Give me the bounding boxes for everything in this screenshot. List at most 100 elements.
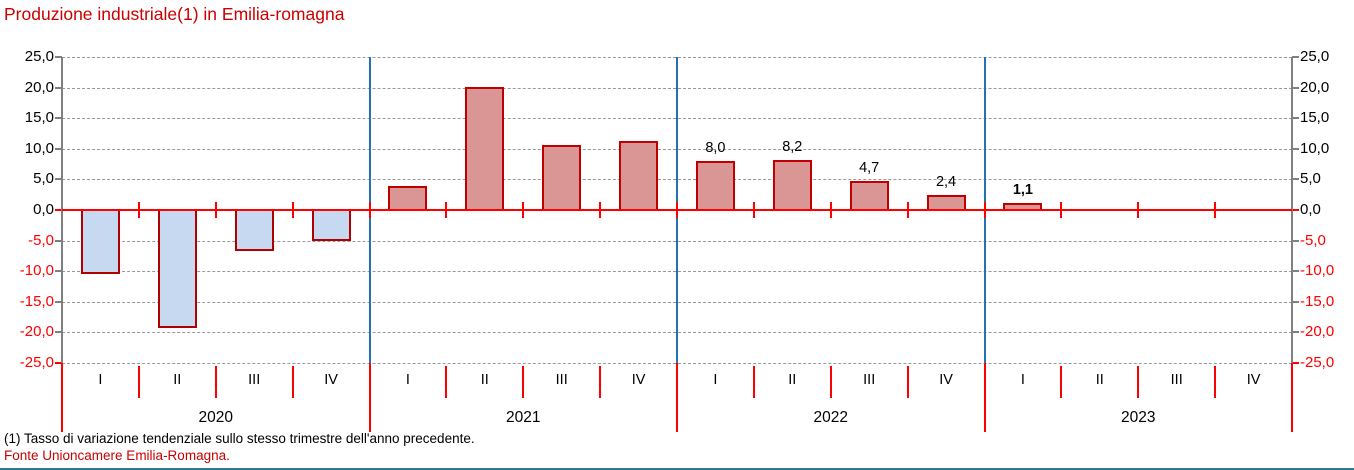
y-tick-label-left: 20,0 — [24, 78, 54, 96]
bar — [695, 161, 735, 211]
bar — [619, 140, 659, 211]
y-tick-label-right: -10,0 — [1300, 262, 1335, 280]
quarter-separator-tick — [522, 366, 525, 398]
bar — [772, 159, 812, 211]
quarter-separator-tick — [1214, 366, 1217, 398]
bar — [849, 181, 889, 211]
quarter-separator-tick — [137, 366, 140, 398]
quarter-separator-tick — [906, 366, 909, 398]
quarter-label: IV — [1246, 372, 1261, 388]
source-line: Fonte Unioncamere Emilia-Romagna. — [4, 448, 230, 463]
right-axis-tick — [1292, 117, 1299, 120]
quarter-label: III — [1170, 372, 1183, 388]
quarter-label: II — [788, 372, 797, 388]
y-tick-label-right: 15,0 — [1300, 109, 1330, 127]
quarter-separator-tick — [291, 366, 294, 398]
bar — [311, 209, 351, 241]
y-tick-label-right: 0,0 — [1300, 201, 1321, 218]
left-axis-tick — [55, 56, 62, 58]
left-axis-tick — [55, 117, 62, 120]
quarter-label: II — [1095, 372, 1104, 388]
y-tick-label-left: 5,0 — [33, 170, 54, 188]
right-axis-tick — [1292, 270, 1299, 273]
y-tick-label-left: 10,0 — [24, 139, 54, 157]
bar-value-label: 4,7 — [859, 160, 880, 177]
year-label: 2022 — [813, 409, 848, 426]
y-tick-label-left: -25,0 — [19, 354, 54, 371]
quarter-separator-tick — [1060, 366, 1063, 398]
right-axis-tick — [1292, 178, 1299, 181]
quarter-label: III — [555, 372, 568, 388]
bar — [157, 209, 197, 329]
bar — [388, 186, 428, 211]
y-tick-label-right: -15,0 — [1300, 292, 1335, 310]
left-axis-tick — [55, 209, 62, 211]
right-axis-tick — [1292, 300, 1299, 303]
zero-line — [62, 209, 1292, 211]
bottom-border-line — [0, 468, 1354, 470]
y-tick-label-left: 15,0 — [24, 109, 54, 127]
left-axis-tick — [55, 178, 62, 181]
right-axis-line — [1291, 57, 1293, 363]
left-axis-tick — [55, 239, 62, 242]
y-tick-label-right: 5,0 — [1300, 170, 1321, 188]
bar — [465, 86, 505, 211]
y-tick-label-right: 20,0 — [1300, 78, 1330, 96]
y-tick-label-right: 10,0 — [1300, 139, 1330, 157]
bar-value-label: 8,2 — [782, 138, 803, 155]
quarter-label: IV — [324, 372, 338, 388]
bar-value-label: 2,4 — [935, 174, 957, 191]
y-tick-label-left: -5,0 — [28, 231, 54, 249]
quarter-label: IV — [939, 372, 953, 388]
right-axis-tick — [1292, 239, 1299, 242]
right-axis-tick — [1292, 147, 1299, 150]
left-axis-tick — [55, 270, 62, 273]
chart-title: Produzione industriale(1) in Emilia-roma… — [4, 4, 345, 24]
year-separator-red-line — [983, 363, 986, 432]
quarter-label: I — [713, 372, 718, 388]
quarter-label: III — [248, 372, 261, 388]
quarter-separator-tick — [599, 366, 602, 398]
quarter-label: IV — [631, 372, 646, 388]
bar-value-label: 1,1 — [1012, 182, 1034, 199]
quarter-label: I — [98, 372, 103, 388]
y-tick-label-left: -15,0 — [19, 292, 54, 310]
right-axis-tick — [1292, 362, 1299, 364]
left-axis-tick — [55, 147, 62, 150]
quarter-label: II — [480, 372, 489, 388]
quarter-label: III — [863, 372, 876, 388]
y-tick-label-left: 0,0 — [33, 201, 54, 218]
year-label: 2023 — [1121, 409, 1156, 426]
y-tick-label-right: 25,0 — [1300, 48, 1330, 65]
quarter-label: II — [173, 372, 182, 388]
year-separator-red-line — [676, 363, 678, 432]
year-label: 2021 — [506, 409, 541, 426]
quarter-separator-tick — [1137, 366, 1140, 398]
left-axis-tick — [55, 362, 62, 364]
left-axis-tick — [55, 86, 62, 89]
bar — [234, 209, 274, 251]
y-tick-label-right: -5,0 — [1300, 231, 1326, 249]
right-axis-tick — [1292, 56, 1299, 58]
y-tick-label-right: -20,0 — [1300, 323, 1335, 341]
left-axis-tick — [55, 300, 62, 303]
bar — [542, 144, 582, 211]
right-axis-tick — [1292, 209, 1299, 211]
quarter-separator-tick — [214, 366, 217, 398]
right-edge-red-line — [1291, 363, 1293, 432]
right-axis-tick — [1292, 86, 1299, 89]
y-tick-label-left: -20,0 — [19, 323, 54, 341]
quarter-separator-tick — [445, 366, 448, 398]
bar-value-label: 8,0 — [705, 140, 726, 157]
quarter-label: I — [1020, 372, 1025, 388]
left-axis-tick — [55, 331, 62, 334]
left-edge-red-line — [61, 363, 63, 432]
bar — [80, 209, 120, 275]
year-label: 2020 — [198, 409, 233, 426]
quarter-separator-tick — [829, 366, 832, 398]
y-tick-label-left: -10,0 — [19, 262, 54, 280]
y-tick-label-left: 25,0 — [24, 48, 54, 65]
quarter-separator-tick — [752, 366, 755, 398]
